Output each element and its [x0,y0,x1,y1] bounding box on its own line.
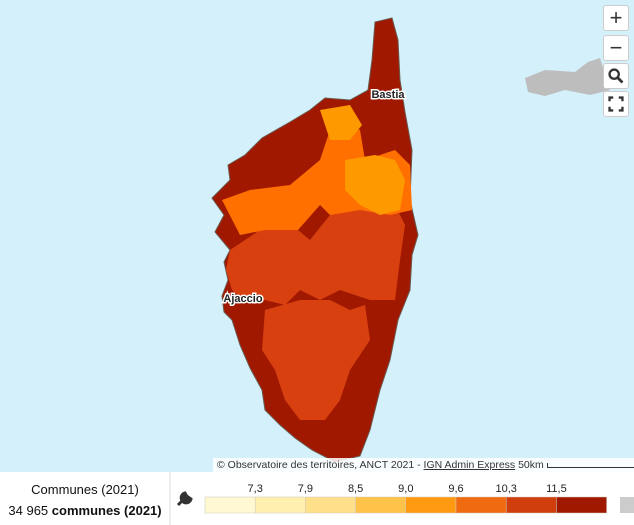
legend-threshold: 10,3 [495,483,516,495]
attribution-text: © Observatoire des territoires, ANCT 202… [217,459,424,471]
scale-bar [546,462,634,468]
legend-threshold: 8,5 [348,483,363,495]
map-view[interactable]: Bastia Ajaccio [0,0,634,472]
city-label: Bastia [371,89,405,101]
fullscreen-button[interactable] [603,91,629,117]
sardinia [525,58,610,96]
region-south [262,300,370,420]
legend-swatch [455,496,507,514]
attribution: © Observatoire des territoires, ANCT 202… [213,458,634,472]
zoom-out[interactable]: − [603,35,629,61]
settings-icon[interactable] [176,491,193,507]
region-inner [298,205,330,240]
info-panel: Communes (2021) 34 965 communes (2021) [0,472,170,525]
legend-extra [620,497,634,513]
legend-threshold: 7,9 [298,483,313,495]
attribution-link[interactable]: IGN Admin Express [423,459,516,471]
region-castagniccia [345,155,405,215]
region-center [226,200,405,305]
panel-title: Communes (2021) [31,482,139,497]
legend-swatch [405,496,457,514]
zoom-in[interactable]: + [603,5,629,31]
legend-swatch [254,496,306,514]
panel-unit: communes (2021) [51,503,162,518]
legend-swatch [505,496,557,514]
legend-swatch [204,496,256,514]
legend-threshold: 11,5 [546,483,567,495]
legend-swatch [305,496,356,514]
legend-swatch [556,496,607,514]
scale-label: 50km [518,459,544,471]
region-nebbio [320,105,362,140]
search-button[interactable] [603,63,629,89]
legend-swatch [355,496,407,514]
legend-threshold: 9,6 [448,483,463,495]
city-label: Ajaccio [223,293,262,305]
panel-count: 34 965 [8,503,49,518]
legend-threshold: 9,0 [398,483,413,495]
legend: 7,3 7,9 8,5 9,0 9,6 10,3 11,5 [169,472,634,525]
legend-threshold: 7,3 [248,483,263,495]
